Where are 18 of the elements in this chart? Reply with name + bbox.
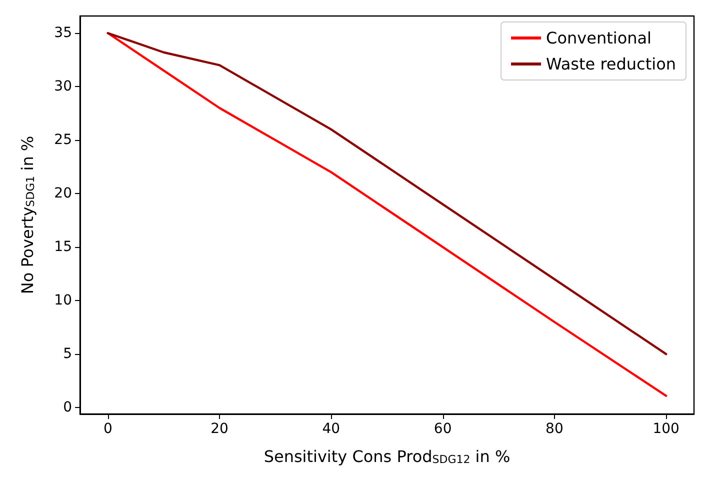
x-tick-label: 0 <box>103 421 112 437</box>
y-axis-title: No PovertySDG1 in % <box>18 136 37 294</box>
y-tick-label: 10 <box>54 292 72 309</box>
y-tick-label: 0 <box>63 400 72 416</box>
y-tick-label: 30 <box>54 78 72 95</box>
y-tick-label: 20 <box>54 186 72 202</box>
legend-label: Waste reduction <box>546 54 676 74</box>
y-tick-label: 5 <box>63 346 72 362</box>
x-tick-label: 20 <box>210 421 228 437</box>
x-axis-title: Sensitivity Cons ProdSDG12 in % <box>264 447 510 466</box>
y-tick-label: 35 <box>54 25 72 42</box>
x-tick-label: 100 <box>652 421 680 437</box>
y-tick-label: 15 <box>54 239 72 256</box>
x-tick-label: 60 <box>434 421 452 437</box>
x-tick-label: 80 <box>546 421 564 437</box>
y-tick-label: 25 <box>54 132 72 148</box>
legend-label: Conventional <box>546 28 652 48</box>
x-tick-label: 40 <box>322 421 340 437</box>
